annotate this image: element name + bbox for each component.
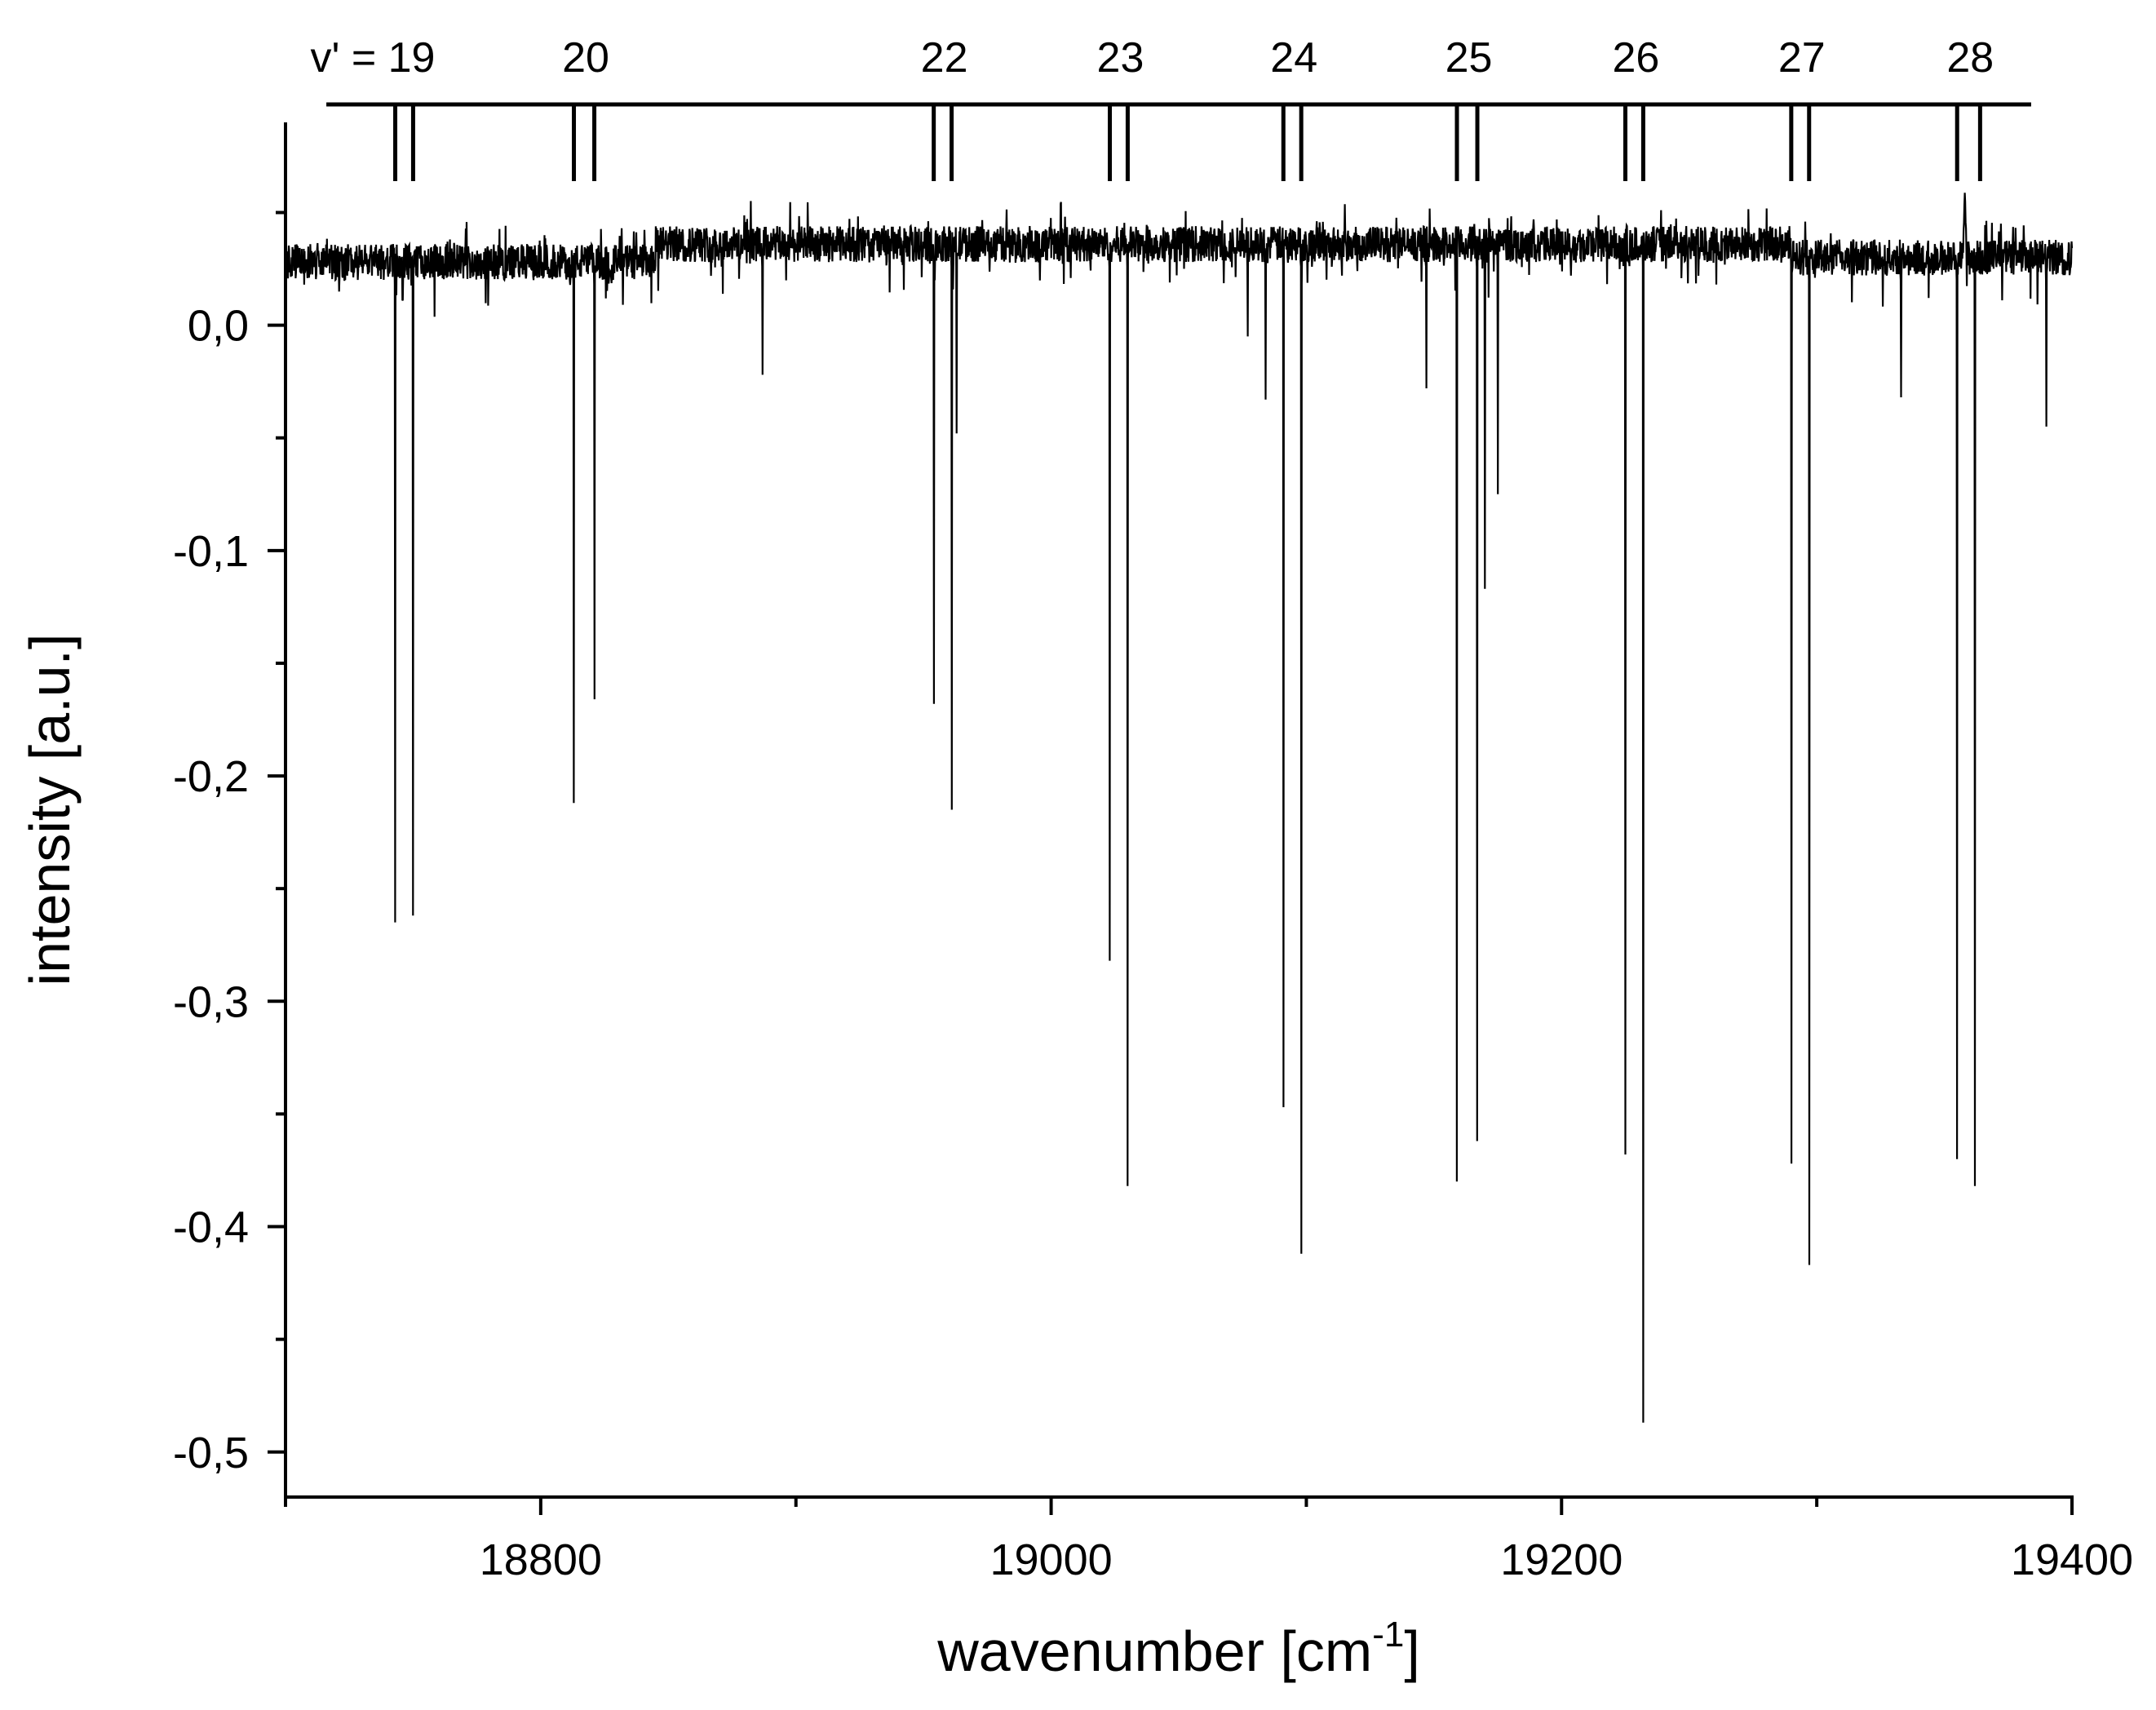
assignment-label: 25 (1445, 34, 1493, 82)
band-assignment-layer: v' = 19 20 22 23 24 25 26 27 28 (310, 34, 2031, 181)
x-tick-label: 18800 (480, 1535, 602, 1584)
plot-area (284, 193, 2074, 1423)
y-tick-label: -0,5 (173, 1429, 249, 1477)
assignment-label: 28 (1946, 34, 1994, 82)
x-tick-label: 19200 (1500, 1535, 1623, 1584)
x-axis-title-superscript: -1 (1372, 1615, 1404, 1655)
assignment-label: 22 (921, 34, 968, 82)
x-axis-title-main: wavenumber [cm (936, 1619, 1372, 1683)
assignment-label: 26 (1613, 34, 1660, 82)
series-line (284, 193, 2074, 1423)
y-tick-label: -0,4 (173, 1203, 249, 1252)
y-tick-label: -0,2 (173, 752, 249, 801)
y-tick-label: 0,0 (188, 302, 249, 351)
ticks: 18800 19000 19200 19400 0,0 -0,1 -0,2 -0,3 -0,4 -… (173, 210, 2133, 1584)
assignment-label: v' = 19 (310, 34, 435, 82)
y-axis-title: intensity [a.u.] (18, 634, 82, 986)
assignment-label: 20 (562, 34, 609, 82)
x-axis-title-tail: ] (1404, 1619, 1419, 1683)
axes (284, 122, 2074, 1499)
assignment-label: 27 (1778, 34, 1826, 82)
assignment-label: 23 (1097, 34, 1144, 82)
x-tick-label: 19400 (2011, 1535, 2133, 1584)
assignment-label: 24 (1270, 34, 1317, 82)
x-axis-title: wavenumber [cm-1] (936, 1615, 1420, 1683)
y-tick-label: -0,1 (173, 527, 249, 576)
y-tick-label: -0,3 (173, 977, 249, 1026)
x-tick-label: 19000 (989, 1535, 1112, 1584)
